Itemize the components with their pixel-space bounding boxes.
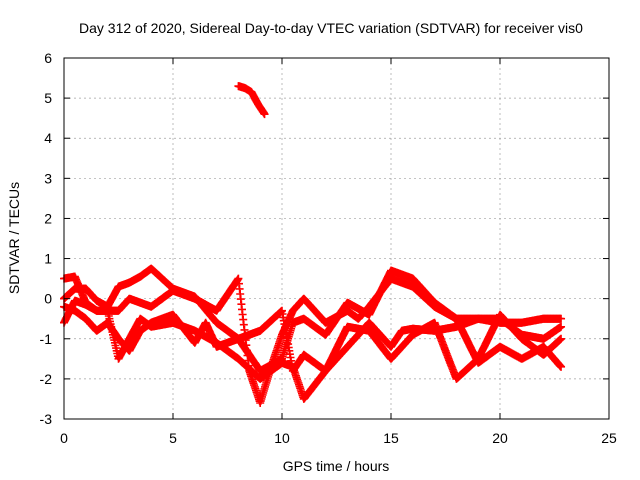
y-tick-label: -1 — [40, 331, 53, 347]
x-tick-label: 10 — [274, 430, 290, 446]
plot-frame — [63, 57, 610, 420]
x-tick-label: 15 — [383, 430, 399, 446]
y-tick-label: 6 — [44, 50, 52, 66]
x-axis-label: GPS time / hours — [283, 458, 390, 474]
y-tick-label: -2 — [40, 371, 53, 387]
y-tick-label: 4 — [44, 130, 52, 146]
x-tick-label: 0 — [60, 430, 68, 446]
grid — [64, 58, 609, 419]
x-tick-label: 5 — [169, 430, 177, 446]
data-point — [557, 362, 566, 371]
y-tick-label: 2 — [44, 210, 52, 226]
y-tick-label: 0 — [44, 291, 52, 307]
data-points — [60, 82, 566, 407]
series-track-e — [234, 82, 269, 119]
x-tick-label: 25 — [601, 430, 617, 446]
x-tick-label: 20 — [492, 430, 508, 446]
y-tick-label: 1 — [44, 251, 52, 267]
y-axis-label: SDTVAR / TECUs — [6, 182, 22, 294]
x-axis-ticks: 0 5 10 15 20 25 — [60, 58, 617, 446]
y-tick-label: -3 — [40, 411, 53, 427]
chart-title: Day 312 of 2020, Sidereal Day-to-day VTE… — [79, 20, 583, 36]
y-tick-label: 3 — [44, 170, 52, 186]
data-point — [557, 322, 566, 331]
y-tick-label: 5 — [44, 90, 52, 106]
